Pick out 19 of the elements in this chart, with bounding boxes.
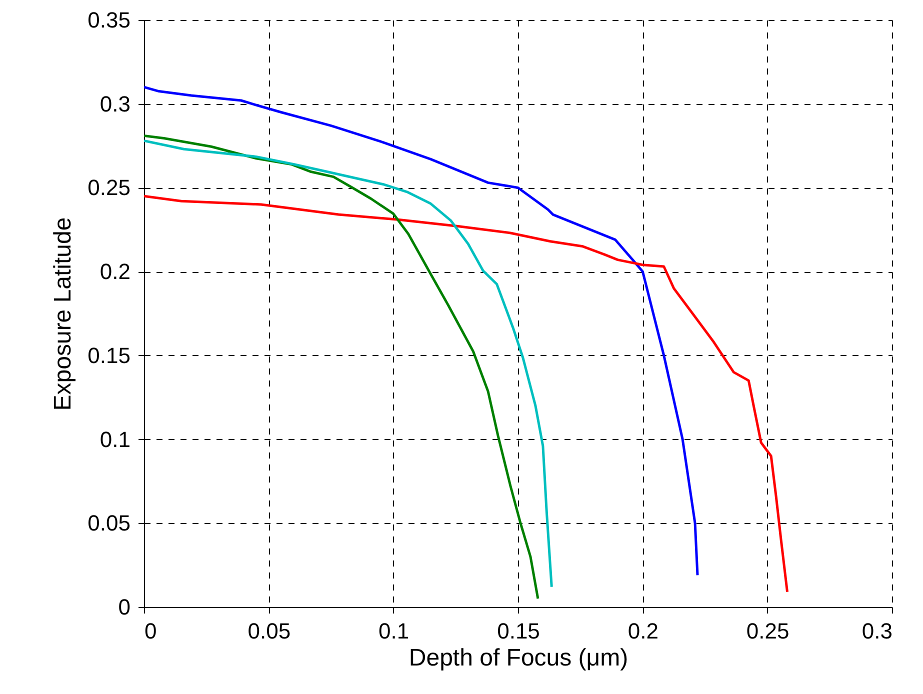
- y-tick-label: 0.35: [88, 8, 130, 32]
- x-tick-label: 0.15: [497, 618, 540, 644]
- x-tick-label: 0.3: [862, 618, 892, 644]
- x-tick-label: 0.05: [248, 618, 291, 644]
- line-series: [144, 86, 699, 576]
- y-tick-label: 0.05: [88, 510, 130, 536]
- x-tick-label: 0.25: [746, 618, 790, 644]
- x-tick-label: 0.1: [378, 618, 410, 644]
- line-series: [144, 194, 789, 594]
- x-tick-label: 0: [144, 618, 157, 644]
- x-axis-title: Depth of Focus (μm): [408, 644, 628, 672]
- y-tick-label: 0.15: [88, 342, 130, 368]
- x-tick-label: 0.2: [628, 618, 658, 644]
- y-tick-label: 0: [118, 594, 130, 620]
- y-axis-title: Exposure Latitude: [50, 217, 77, 411]
- y-tick-label: 0.2: [100, 259, 130, 284]
- y-tick-label: 0.1: [100, 426, 130, 452]
- y-tick-label: 0.3: [100, 91, 130, 116]
- y-tick-label: 0.25: [88, 175, 130, 200]
